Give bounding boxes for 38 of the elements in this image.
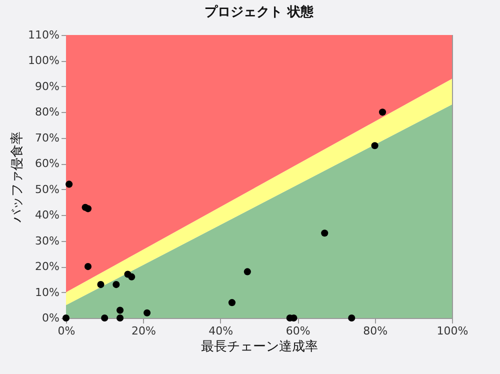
- point: [112, 281, 120, 288]
- point: [378, 108, 386, 116]
- y-tick-label: 50%: [35, 182, 60, 196]
- point: [228, 299, 236, 306]
- point: [84, 205, 92, 212]
- point: [101, 314, 108, 322]
- x-tick-label: 100%: [436, 324, 468, 338]
- x-tick-label: 40%: [208, 324, 234, 338]
- x-tick-label: 60%: [286, 324, 310, 338]
- y-tick-label: 10%: [35, 286, 60, 299]
- point: [66, 180, 73, 188]
- point: [84, 263, 92, 270]
- point: [116, 306, 124, 314]
- y-tick-label: 100%: [28, 54, 60, 68]
- x-tick-label: 80%: [363, 324, 388, 338]
- y-axis-title: バッファ侵食率: [9, 132, 26, 224]
- point: [97, 281, 104, 288]
- y-tick-label: 40%: [35, 208, 60, 222]
- y-tick-label: 60%: [35, 157, 60, 170]
- y-tick-label: 20%: [35, 260, 60, 274]
- point: [116, 314, 124, 322]
- y-tick-label: 80%: [35, 106, 60, 119]
- y-tick-label: 70%: [35, 131, 60, 144]
- y-tick-label: 30%: [35, 234, 60, 248]
- y-tick-label: 110%: [28, 28, 60, 42]
- chart-title: プロジェクト 状態: [204, 4, 314, 20]
- point: [321, 230, 328, 237]
- point: [128, 273, 136, 280]
- point: [62, 314, 70, 322]
- x-axis-title: 最長チェーン達成率: [201, 338, 318, 354]
- y-tick-label: 90%: [35, 80, 60, 93]
- y-tick-label: 0%: [42, 312, 60, 324]
- point: [144, 309, 151, 316]
- x-tick-label: 0%: [58, 324, 76, 338]
- x-tick-label: 20%: [131, 324, 156, 338]
- point: [371, 142, 378, 150]
- point: [244, 268, 251, 276]
- point: [348, 314, 356, 322]
